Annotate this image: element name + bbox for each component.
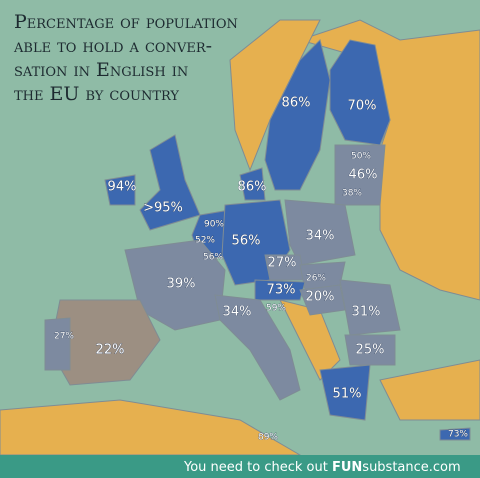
country-label: 56% xyxy=(203,253,223,263)
title-line: sation in English in xyxy=(14,59,188,81)
footer-brand: substance.com xyxy=(362,460,460,475)
country-label: 86% xyxy=(238,180,267,195)
country-label: 26% xyxy=(306,274,326,284)
country-label: 20% xyxy=(306,290,335,305)
country-label: 31% xyxy=(352,305,381,320)
title: Percentage of population able to hold a … xyxy=(13,11,238,105)
title-line: Percentage of population xyxy=(14,11,238,33)
country-label: 34% xyxy=(223,305,252,320)
country-label: 56% xyxy=(232,234,261,249)
footer-bar xyxy=(0,455,480,478)
title-line: able to hold a conver- xyxy=(13,35,212,57)
footer-text: You need to check out xyxy=(183,460,328,475)
country-label: 25% xyxy=(356,343,385,358)
country-label: 90% xyxy=(204,220,224,230)
footer-text: You need to check out FUNsubstance.com xyxy=(183,460,461,475)
country-label: 70% xyxy=(348,99,377,114)
country-label: 27% xyxy=(268,256,297,271)
country-label: 89% xyxy=(258,433,278,443)
country-label: 39% xyxy=(167,277,196,292)
country-label: 94% xyxy=(108,180,137,195)
country-label: 73% xyxy=(448,430,468,440)
country-label: 52% xyxy=(195,236,215,246)
country-label: 22% xyxy=(96,343,125,358)
country-label: 50% xyxy=(351,152,371,162)
country-label: 38% xyxy=(342,189,362,199)
country-label: 27% xyxy=(54,332,74,342)
title-line: the EU by country xyxy=(14,83,179,105)
country-label: 34% xyxy=(306,229,335,244)
country-labels: 86% 70% 94% >95% 86% 50% 46% 38% 90% 52%… xyxy=(54,95,469,443)
country-label: >95% xyxy=(143,201,183,216)
country-label: 86% xyxy=(282,96,311,111)
footer-brand: FUN xyxy=(332,460,362,475)
country-label: 46% xyxy=(349,168,378,183)
land xyxy=(0,19,480,456)
country-label: 51% xyxy=(333,387,362,402)
country-label: 73% xyxy=(267,283,296,298)
country-label: 59% xyxy=(266,304,286,314)
